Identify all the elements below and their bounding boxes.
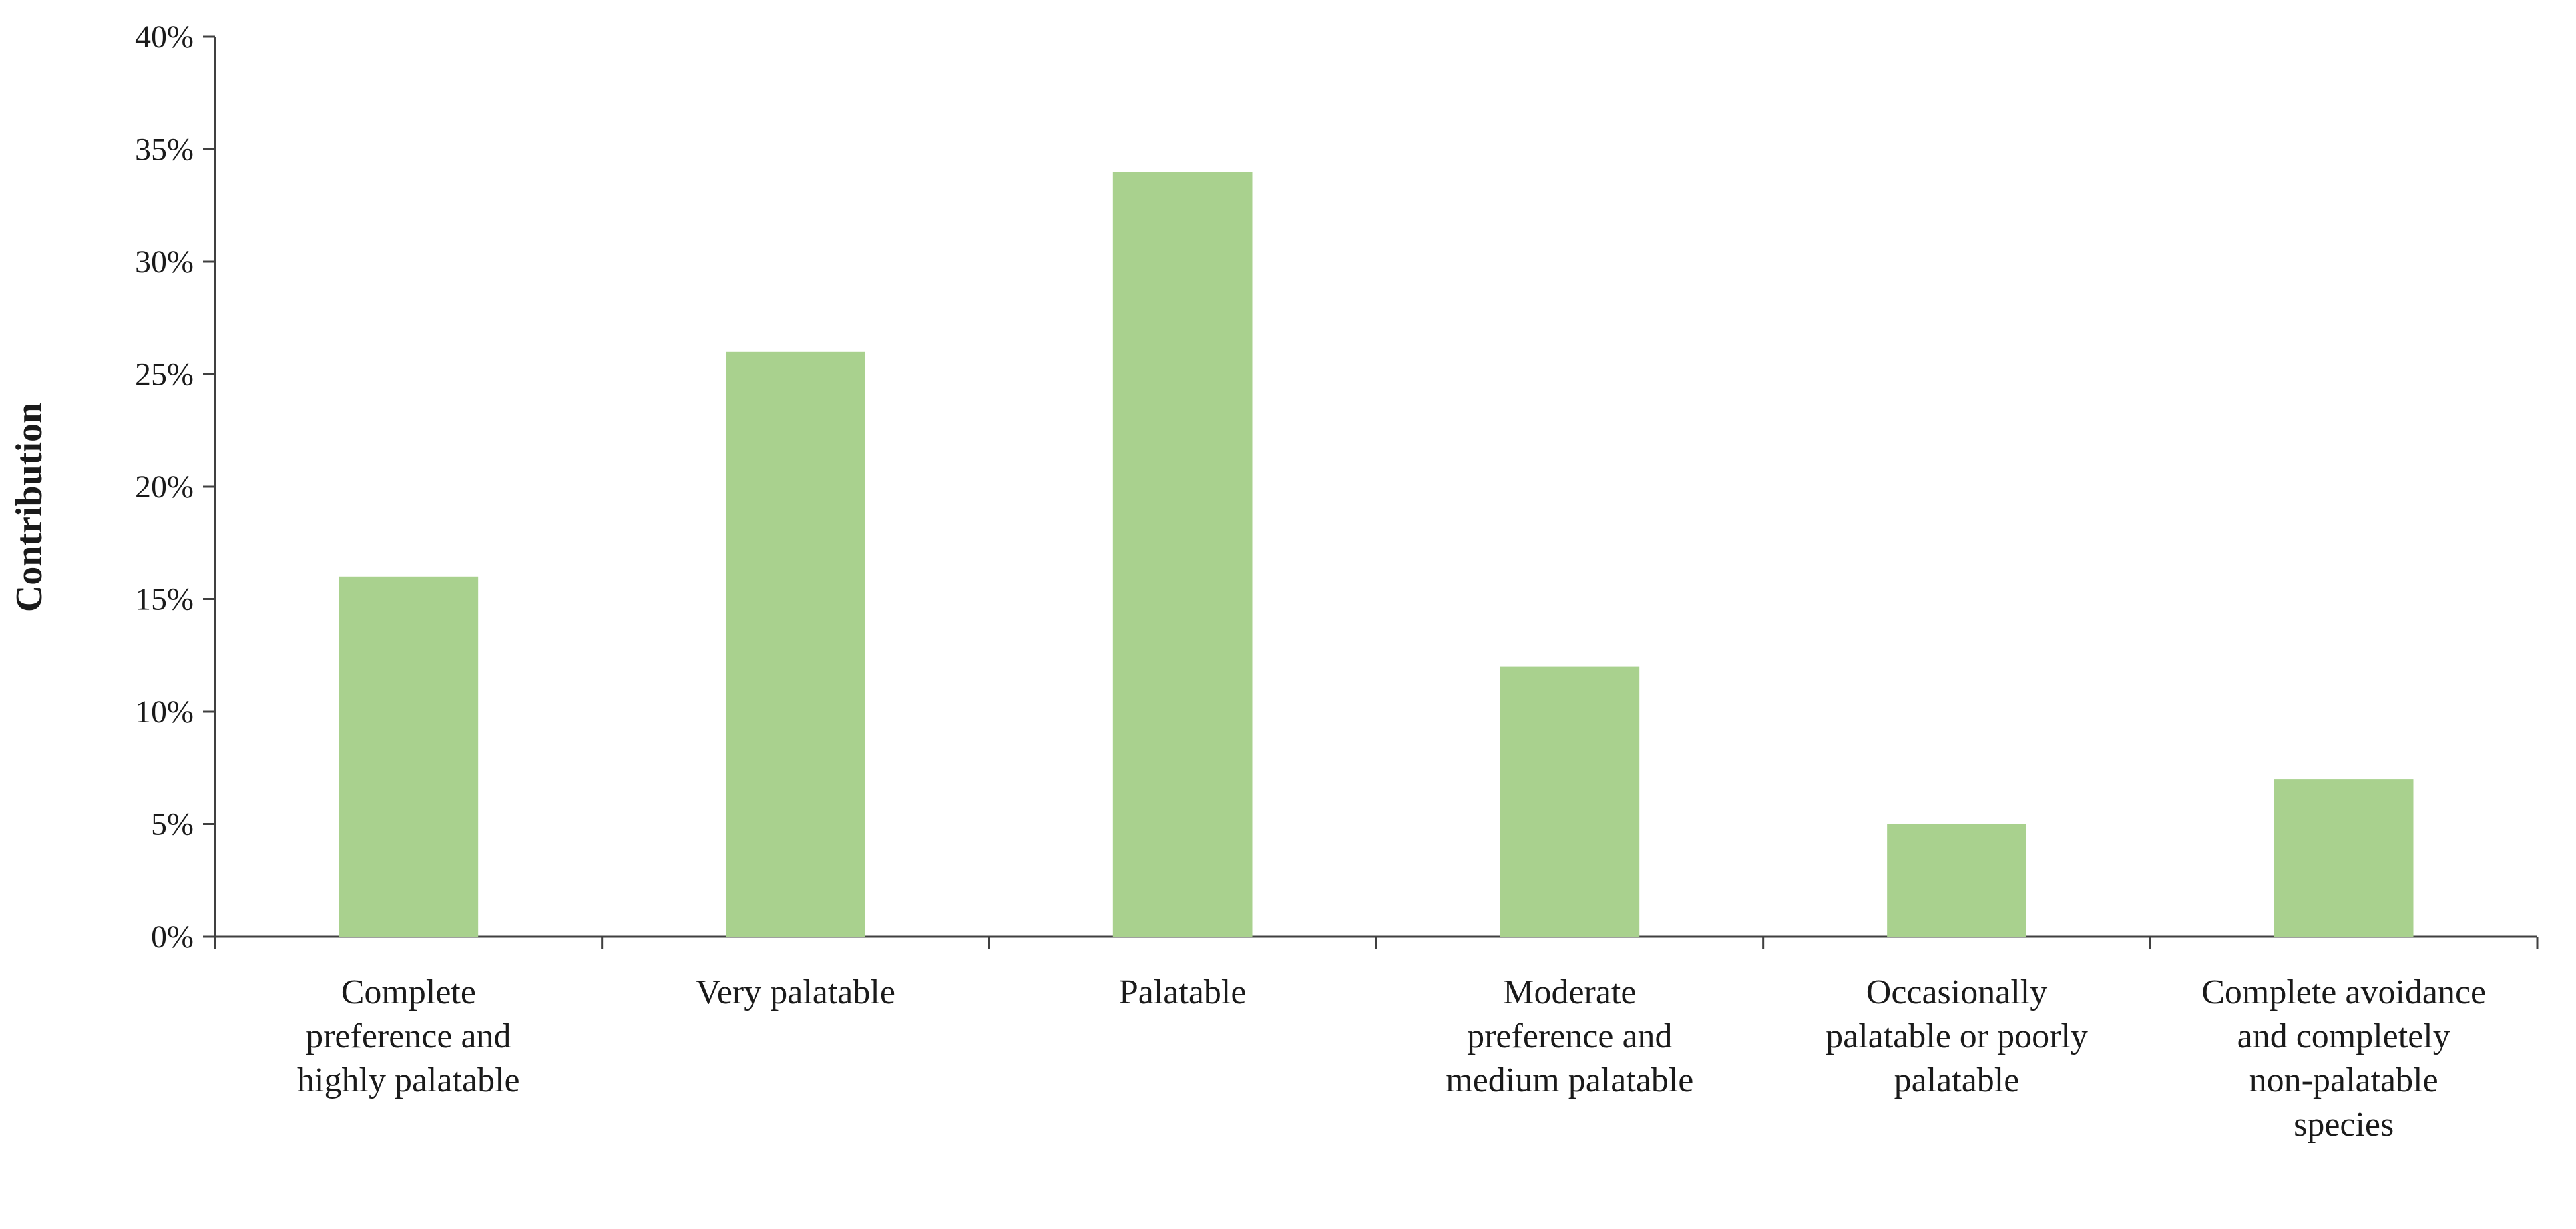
x-category-label: Palatable [1119, 973, 1247, 1011]
y-tick-label: 20% [135, 469, 194, 505]
axes [214, 37, 2539, 949]
x-category-label-line: Complete avoidance [2201, 973, 2486, 1011]
x-category-label: Occasionally palatable or poorly palatable [1826, 973, 2088, 1099]
y-tick-label: 5% [151, 807, 194, 842]
bars [339, 172, 2414, 937]
x-category-label-line: preference and [306, 1017, 511, 1055]
y-tick-label: 0% [151, 919, 194, 955]
y-tick-label: 35% [135, 132, 194, 168]
x-category-label-line: Very palatable [696, 973, 895, 1011]
bar [1500, 666, 1640, 937]
y-axis-title: Contribution [9, 403, 50, 612]
x-category-label-line: non-palatable [2249, 1061, 2438, 1099]
x-category-label-line: species [2294, 1105, 2394, 1144]
y-tick-label: 25% [135, 357, 194, 393]
x-category-label-line: Moderate [1503, 973, 1636, 1011]
x-category-label-line: Occasionally [1866, 973, 2047, 1011]
bar [2274, 779, 2414, 937]
y-tick-label: 15% [135, 582, 194, 618]
x-category-label: Complete preference and highly palatable [297, 973, 520, 1099]
x-category-label-line: preference and [1467, 1017, 1672, 1055]
x-labels: Complete preference and highly palatable Ve… [297, 973, 2486, 1144]
y-tick-label: 10% [135, 694, 194, 730]
y-tick-label: 30% [135, 244, 194, 280]
bar [1112, 172, 1253, 937]
x-category-label: Complete avoidance and completely non-pala… [2201, 973, 2486, 1144]
bar [1887, 824, 2026, 937]
x-category-label-line: Complete [341, 973, 476, 1011]
x-category-label-line: palatable or poorly [1826, 1017, 2088, 1055]
bar [726, 351, 865, 937]
x-category-label-line: Palatable [1119, 973, 1247, 1011]
x-category-label-line: palatable [1894, 1061, 2020, 1099]
x-category-label: Moderate preference and medium palatable [1446, 973, 1693, 1099]
x-category-label: Very palatable [696, 973, 895, 1011]
bar [339, 576, 479, 937]
x-category-label-line: and completely [2237, 1017, 2450, 1055]
x-category-label-line: highly palatable [297, 1061, 520, 1099]
x-category-label-line: medium palatable [1446, 1061, 1693, 1099]
y-axis-title-group: Contribution [9, 403, 50, 612]
y-tick-label: 40% [135, 19, 194, 55]
y-ticks: 0% 5% 10% 15% 20% 25% 30% 35% 40% [135, 19, 215, 955]
